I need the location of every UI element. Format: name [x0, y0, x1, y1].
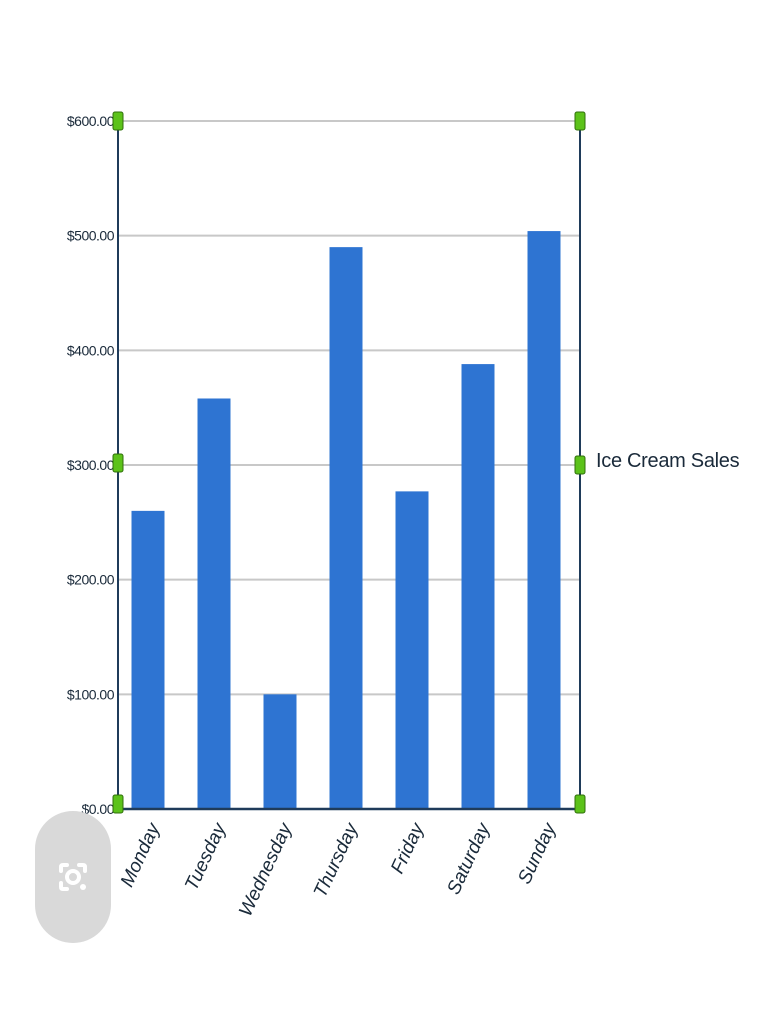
lens-icon: [59, 863, 87, 891]
legend-label: Ice Cream Sales: [596, 450, 740, 472]
x-tick-label: Friday: [387, 819, 429, 877]
resize-handle[interactable]: [574, 111, 586, 131]
bar-wednesday: [263, 694, 297, 809]
bar-friday: [395, 491, 429, 809]
y-tick-label: $200.00: [67, 572, 115, 588]
x-tick-label: Saturday: [443, 819, 495, 898]
y-tick-label: $500.00: [67, 228, 115, 244]
bar-thursday: [329, 247, 363, 810]
bar-monday: [131, 510, 165, 809]
selection-handles[interactable]: [112, 111, 586, 814]
x-tick-label: Monday: [117, 819, 165, 890]
resize-handle[interactable]: [112, 794, 124, 814]
resize-handle[interactable]: [112, 453, 124, 473]
bars: [131, 231, 561, 810]
x-tick-label: Tuesday: [181, 819, 231, 894]
x-tick-label: Thursday: [310, 819, 363, 901]
y-tick-labels: $0.00 $100.00 $200.00 $300.00 $400.00 $500.00…: [67, 113, 115, 817]
bar-sunday: [527, 231, 561, 809]
bar-tuesday: [197, 398, 231, 809]
y-tick-label: $100.00: [67, 686, 115, 702]
x-tick-label: Sunday: [514, 819, 561, 888]
bar-saturday: [461, 364, 495, 809]
y-tick-label: $0.00: [81, 801, 114, 817]
y-tick-label: $600.00: [67, 113, 115, 129]
lens-button[interactable]: [35, 811, 111, 943]
resize-handle[interactable]: [574, 794, 586, 814]
x-tick-labels: Monday Tuesday Wednesday Thursday Friday Satu…: [117, 819, 561, 920]
y-tick-label: $400.00: [67, 342, 115, 358]
resize-handle[interactable]: [112, 111, 124, 131]
resize-handle[interactable]: [574, 455, 586, 475]
x-tick-label: Wednesday: [235, 819, 297, 920]
y-tick-label: $300.00: [67, 457, 115, 473]
